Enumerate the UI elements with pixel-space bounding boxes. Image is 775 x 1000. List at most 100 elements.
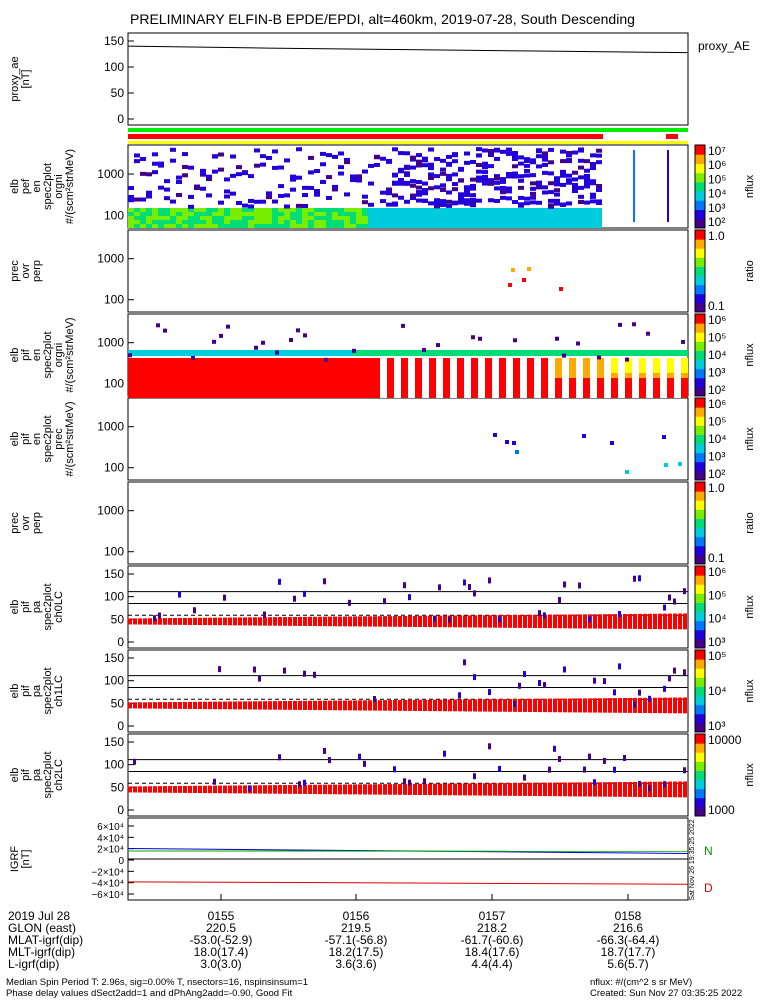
ytick-label-pa1-0: 150	[104, 651, 124, 665]
pif-cell	[611, 363, 618, 368]
pef-cell	[548, 190, 554, 195]
pif-cell	[184, 363, 191, 368]
pef-cell	[434, 212, 440, 216]
pef-cell	[452, 153, 458, 158]
ytick-label-pif-0: 1000	[97, 336, 124, 350]
pef-cell	[500, 149, 506, 154]
pif-cell	[191, 356, 195, 361]
pa-red-band-2	[483, 783, 487, 796]
pef-cell	[524, 216, 530, 220]
pif-cell	[401, 368, 408, 373]
pef-cell	[572, 216, 578, 220]
pa-red-band-2	[233, 785, 237, 794]
pef-cell	[260, 224, 266, 228]
pa-scatter-2	[403, 778, 406, 785]
pa-red-band-1	[588, 698, 592, 713]
pef-cell	[296, 203, 302, 208]
pef-cell	[518, 178, 524, 183]
pif-cell	[317, 378, 324, 383]
pif-cell	[555, 350, 562, 356]
pif-cell	[443, 363, 450, 368]
pif-cell	[681, 393, 688, 398]
pa-red-band-1	[233, 701, 237, 710]
pif-cell	[555, 358, 562, 363]
pif-cell	[408, 368, 415, 373]
pa-scatter-1	[258, 675, 261, 682]
pif-cell	[443, 373, 450, 378]
pef-cell	[578, 224, 584, 228]
pif-cell	[569, 363, 576, 368]
pa-red-band-2	[363, 784, 367, 795]
pef-cell	[482, 178, 488, 183]
pa-scatter-2	[648, 785, 651, 792]
pef-cell	[422, 208, 428, 212]
pif-cell	[226, 324, 230, 329]
colorbar-pif	[695, 377, 705, 388]
pif-cell	[457, 358, 464, 363]
pif-cell	[212, 383, 219, 388]
pif-cell	[653, 358, 660, 363]
colorbar-pef_ratio	[695, 257, 705, 267]
pa-red-band-1	[618, 698, 622, 713]
pif-cell	[191, 350, 198, 356]
pif-cell	[289, 368, 296, 373]
pa-red-band-1	[298, 700, 302, 710]
pif-cell	[471, 335, 475, 340]
pef-cell	[410, 193, 416, 198]
pef-cell	[530, 220, 536, 224]
pif-cell	[506, 363, 513, 368]
pef-cell	[242, 216, 248, 220]
pa-red-band-1	[203, 701, 207, 710]
ytick-label-pef-1: 100	[104, 209, 124, 223]
pif-cell	[226, 363, 233, 368]
pif-cell	[478, 363, 485, 368]
pif-cell	[156, 373, 163, 378]
pif-cell	[632, 393, 639, 398]
pif-cell	[296, 378, 303, 383]
pef-cell	[176, 179, 182, 184]
pa-red-band-1	[258, 701, 262, 710]
pef-cell	[464, 212, 470, 216]
pif-cell	[296, 328, 300, 333]
pif-cell	[506, 368, 513, 373]
ylabel-igrf-0: IGRF	[9, 846, 21, 873]
pef-cell	[278, 212, 284, 216]
pa-scatter-0	[348, 599, 351, 606]
pef-cell	[248, 174, 254, 179]
pa-red-band-2	[453, 783, 457, 796]
pif-cell	[212, 363, 219, 368]
pa-red-band-2	[168, 786, 172, 793]
pif-cell	[646, 350, 653, 356]
pa-red-band-1	[488, 699, 492, 712]
pif-cell	[492, 388, 499, 393]
pef-cell	[560, 220, 566, 224]
pef-cell	[518, 208, 524, 212]
pif-cell	[471, 368, 478, 373]
pif-cell	[555, 393, 562, 398]
pif-cell	[597, 358, 604, 363]
pif-cell	[233, 358, 240, 363]
pif-cell	[380, 363, 387, 368]
pef-cell	[206, 177, 212, 182]
pef-cell	[332, 208, 338, 212]
pef-cell	[290, 208, 296, 212]
pif-cell	[275, 388, 282, 393]
pif-cell	[576, 358, 583, 363]
pef-cell	[590, 216, 596, 220]
pef-cell	[494, 180, 500, 185]
pif-cell	[660, 368, 667, 373]
pa-red-band-0	[293, 616, 297, 626]
pef-cell	[476, 162, 482, 167]
pif-cell	[478, 378, 485, 383]
pa-red-band-2	[448, 783, 452, 796]
pif-cell	[226, 378, 233, 383]
pif-cell	[128, 383, 135, 388]
pef-cell	[470, 220, 476, 224]
pef-cell	[134, 197, 140, 202]
pef-cell	[170, 208, 176, 212]
pa-red-band-1	[418, 699, 422, 712]
pef-cell	[194, 224, 200, 228]
pa-scatter-1	[648, 695, 651, 702]
pa-red-band-1	[628, 697, 632, 713]
pif-cell	[681, 358, 688, 363]
